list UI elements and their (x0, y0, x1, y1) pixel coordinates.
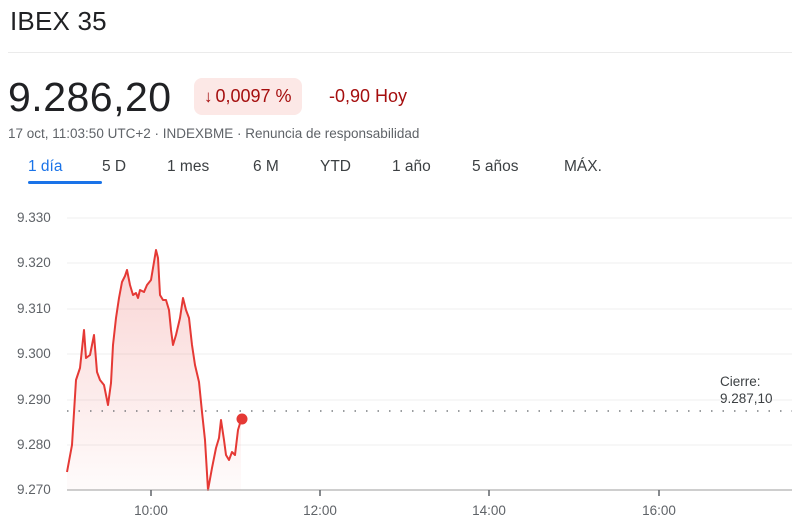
change-percent: 0,0097 % (215, 86, 292, 106)
close-label-title: Cierre: (720, 374, 761, 389)
x-tick-label: 10:00 (134, 503, 168, 518)
area-fill (67, 250, 241, 490)
current-point-marker (236, 413, 248, 425)
y-tick-label: 9.330 (17, 210, 51, 225)
chart-plot (66, 217, 792, 496)
header-divider (8, 52, 792, 53)
x-tick-label: 16:00 (642, 503, 676, 518)
arrow-down-icon: ↓ (204, 86, 213, 106)
tab-max[interactable]: MÁX. (564, 158, 602, 175)
y-tick-label: 9.310 (17, 301, 51, 316)
y-tick-label: 9.270 (17, 482, 51, 497)
range-tabs: 1 día 5 D 1 mes 6 M YTD 1 año 5 años MÁX… (28, 158, 624, 184)
current-price: 9.286,20 (8, 74, 172, 120)
tab-5-days[interactable]: 5 D (102, 158, 127, 175)
y-tick-label: 9.320 (17, 255, 51, 270)
tab-1-day[interactable]: 1 día (28, 158, 102, 184)
tab-1-year[interactable]: 1 año (392, 158, 431, 175)
close-label-value: 9.287,10 (720, 391, 773, 406)
price-chart[interactable]: 9.330 9.320 9.310 9.300 9.290 9.280 9.27… (0, 200, 800, 525)
quote-meta[interactable]: 17 oct, 11:03:50 UTC+2 · INDEXBME · Renu… (8, 126, 420, 141)
previous-close-label: Cierre: 9.287,10 (720, 373, 773, 407)
x-tick-label: 12:00 (303, 503, 337, 518)
index-title: IBEX 35 (10, 6, 107, 36)
tab-5-years[interactable]: 5 años (472, 158, 519, 175)
tab-1-month[interactable]: 1 mes (167, 158, 210, 175)
x-tick-label: 14:00 (472, 503, 506, 518)
price-line (66, 249, 242, 491)
y-tick-label: 9.280 (17, 437, 51, 452)
tab-ytd[interactable]: YTD (320, 158, 351, 175)
change-value: -0,90 Hoy (329, 86, 408, 106)
change-percent-badge: ↓ 0,0097 % (194, 78, 302, 115)
x-ticks (150, 490, 660, 496)
y-tick-label: 9.300 (17, 346, 51, 361)
tab-6-months[interactable]: 6 M (253, 158, 279, 175)
y-tick-label: 9.290 (17, 392, 51, 407)
